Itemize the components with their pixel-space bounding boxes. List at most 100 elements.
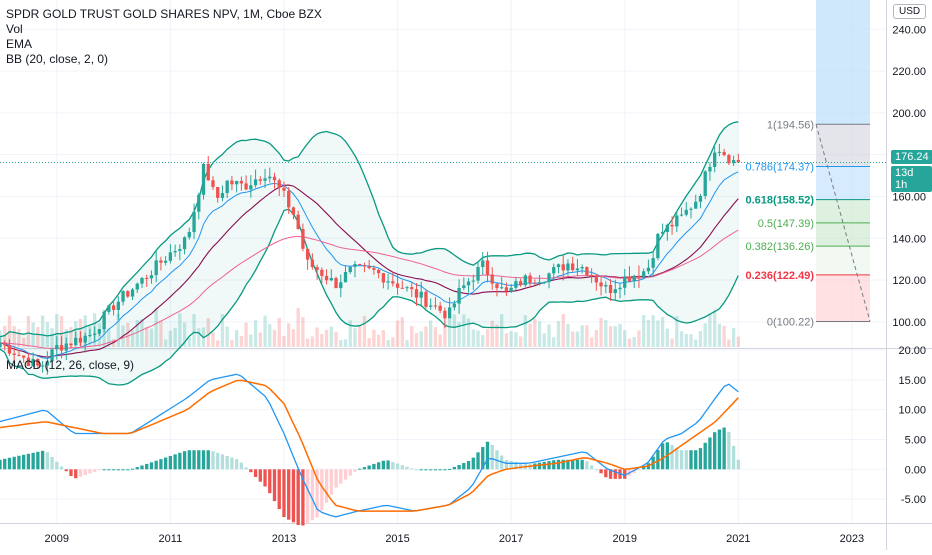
volume-bar xyxy=(533,318,537,347)
volume-bar xyxy=(3,325,7,347)
candle-body xyxy=(419,291,423,298)
candle-body xyxy=(234,180,239,185)
study-ema[interactable]: EMA xyxy=(6,37,33,51)
study-vol[interactable]: Vol xyxy=(6,22,23,36)
candle-body xyxy=(684,209,688,215)
candle xyxy=(419,281,423,308)
volume-bar xyxy=(462,314,466,347)
candle-body xyxy=(466,281,471,286)
candle xyxy=(3,340,7,351)
volume-bar xyxy=(679,331,684,347)
candle-body xyxy=(679,214,684,216)
macd-histogram-bar xyxy=(258,469,262,482)
volume-bar xyxy=(216,340,220,347)
candle-body xyxy=(372,268,376,270)
macd-histogram-bar xyxy=(660,443,665,470)
macd-histogram-bar xyxy=(438,469,442,471)
fib-zone xyxy=(816,222,870,247)
candle xyxy=(447,297,452,319)
macd-histogram-bar xyxy=(154,460,158,470)
candle-body xyxy=(225,180,229,194)
candle-body xyxy=(50,349,54,362)
currency-button[interactable]: USD xyxy=(893,4,927,19)
candle xyxy=(689,207,693,219)
candle xyxy=(523,273,528,287)
candle xyxy=(381,272,386,289)
candle xyxy=(0,337,2,351)
candle-body xyxy=(670,224,674,227)
candle xyxy=(679,207,684,217)
macd-histogram-bar xyxy=(684,450,688,470)
macd-histogram-bar xyxy=(395,463,400,470)
candle-body xyxy=(410,287,414,290)
candle xyxy=(272,172,277,189)
volume-bar xyxy=(22,337,26,347)
candle-body xyxy=(500,287,504,289)
study-macd[interactable]: MACD (12, 26, close, 9) xyxy=(6,358,135,372)
price-tick-label: 240.00 xyxy=(892,24,926,36)
volume-bar xyxy=(343,339,348,347)
volume-bar xyxy=(414,333,419,347)
candle-body xyxy=(717,151,722,153)
macd-histogram-bar xyxy=(608,469,613,479)
time-tick-label: 2011 xyxy=(159,533,183,545)
fib-level-label: 0(100.22) xyxy=(767,316,814,328)
volume-bar xyxy=(466,318,471,347)
candle-body xyxy=(736,159,740,163)
macd-histogram-bar xyxy=(490,444,494,470)
macd-histogram-bar xyxy=(130,468,135,470)
legend: SPDR GOLD TRUST GOLD SHARES NPV, 1M, Cbo… xyxy=(6,7,322,67)
macd-histogram-bar xyxy=(518,462,523,470)
candle-body xyxy=(116,301,120,310)
volume-bar xyxy=(163,339,168,347)
candle xyxy=(31,352,35,368)
macd-histogram-bar xyxy=(642,466,646,470)
candle xyxy=(552,263,556,279)
macd-histogram-bar xyxy=(471,457,475,470)
symbol-title[interactable]: SPDR GOLD TRUST GOLD SHARES NPV, 1M, Cbo… xyxy=(6,7,322,21)
volume-bar xyxy=(627,338,632,347)
candle xyxy=(443,307,447,328)
volume-bar xyxy=(684,334,688,347)
candle xyxy=(126,290,130,299)
candle-body xyxy=(589,274,594,277)
candle-body xyxy=(395,283,400,288)
volume-bar xyxy=(556,321,561,347)
candle xyxy=(36,358,40,369)
macd-histogram-bar xyxy=(324,469,329,503)
study-bb[interactable]: BB (20, close, 2, 0) xyxy=(6,52,109,66)
macd-histogram-bar xyxy=(386,460,390,470)
volume-bar xyxy=(490,320,494,347)
macd-histogram-bar xyxy=(22,454,26,470)
macd-histogram-bar xyxy=(452,466,457,470)
candle-body xyxy=(722,151,726,156)
volume-bar xyxy=(400,317,404,347)
volume-bar xyxy=(282,336,286,347)
candle-body xyxy=(438,305,442,311)
candle-body xyxy=(637,275,641,278)
candle-body xyxy=(0,342,2,348)
candle-body xyxy=(604,284,608,287)
volume-bar xyxy=(258,332,262,347)
candle-body xyxy=(182,237,187,250)
candle xyxy=(613,279,617,301)
candle-body xyxy=(102,311,106,330)
macd-histogram-bar xyxy=(542,461,546,470)
candle xyxy=(329,269,333,282)
candle xyxy=(102,310,106,333)
macd-tick-label: 15.00 xyxy=(898,375,926,387)
candle xyxy=(684,202,688,217)
candle-body xyxy=(206,163,210,181)
volume-bar xyxy=(126,322,130,347)
candle xyxy=(670,216,674,235)
candle xyxy=(367,259,371,270)
fib-level-label: 0.5(147.39) xyxy=(758,218,814,230)
volume-bar xyxy=(381,330,386,347)
candle xyxy=(93,326,97,343)
macd-histogram-bar xyxy=(509,460,513,470)
candle xyxy=(362,262,367,273)
candle xyxy=(216,186,220,203)
candle xyxy=(310,253,315,270)
